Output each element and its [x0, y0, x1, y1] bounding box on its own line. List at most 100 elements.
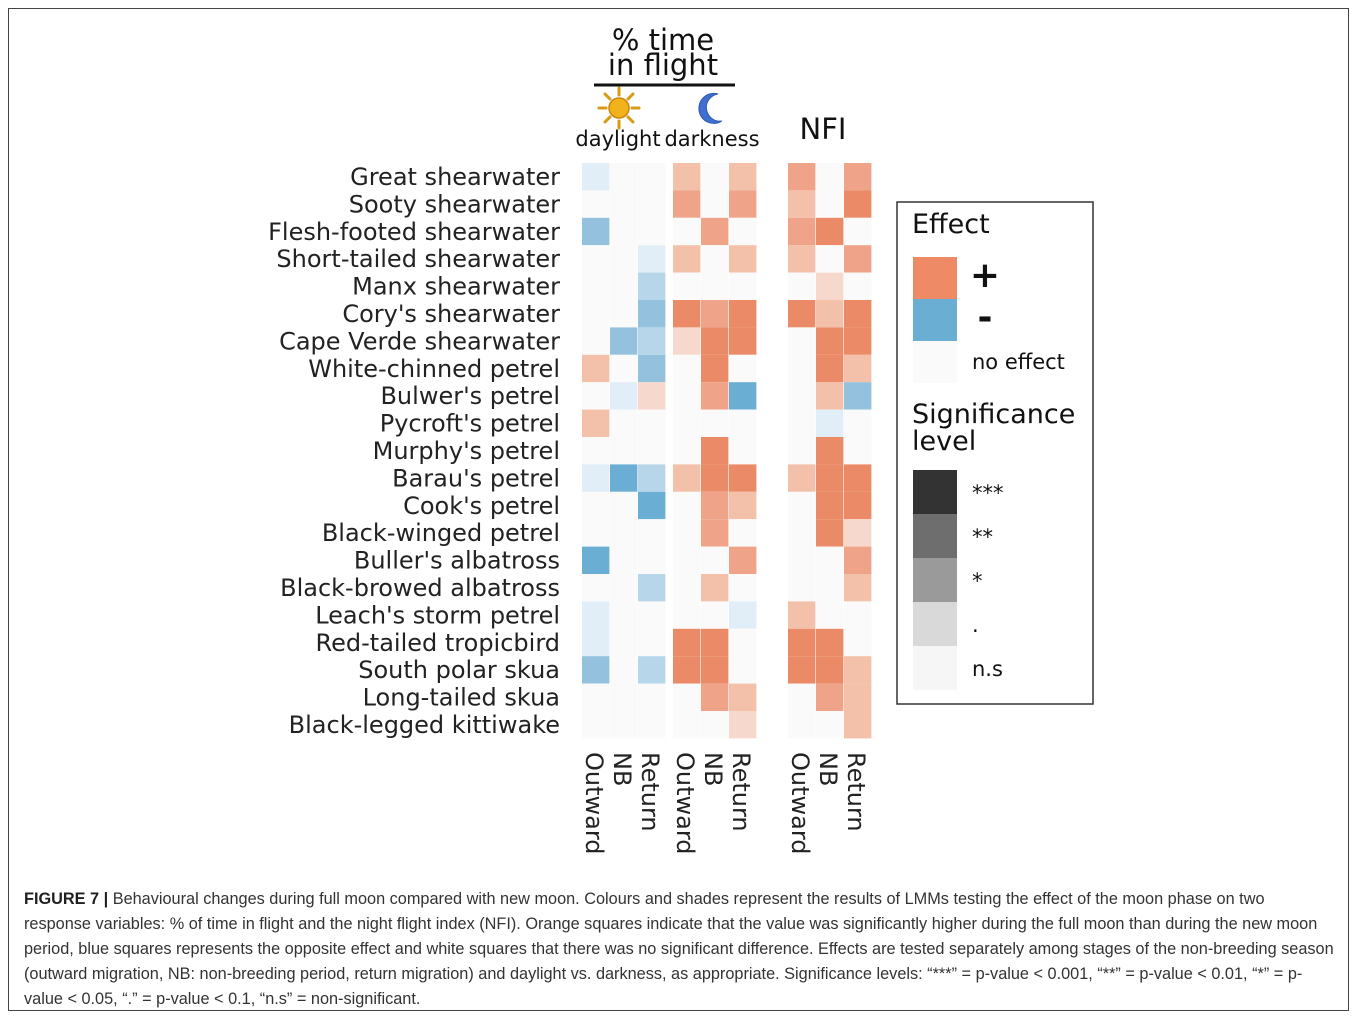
- legend-significance-swatch: [913, 470, 957, 514]
- heatmap-cell: [701, 382, 729, 410]
- legend-significance-swatch: [913, 602, 957, 646]
- heatmap-cell: [673, 217, 701, 246]
- heatmap-cell: [582, 546, 610, 574]
- heatmap-cell: [788, 628, 816, 657]
- heatmap-cell: [788, 217, 816, 246]
- heatmap-cell: [638, 711, 666, 739]
- heatmap-cell: [701, 217, 729, 246]
- row-label: Pycroft's petrel: [380, 410, 560, 438]
- legend-effect-label: no effect: [972, 350, 1065, 374]
- row-label: Sooty shearwater: [349, 190, 560, 218]
- heatmap-cell: [610, 354, 638, 383]
- heatmap-cell: [788, 601, 816, 629]
- heatmap-cell: [673, 437, 701, 465]
- heatmap-cell: [844, 354, 872, 383]
- column-label: Outward: [786, 752, 814, 855]
- heatmap-cell: [638, 656, 666, 684]
- row-label: South polar skua: [358, 656, 560, 684]
- heatmap-cell: [610, 683, 638, 711]
- heatmap-cell: [701, 245, 729, 273]
- legend-effect-swatch: [913, 341, 957, 383]
- heatmap-cell: [729, 327, 757, 355]
- heatmap-cell: [638, 437, 666, 465]
- heatmap-cell: [638, 519, 666, 547]
- heatmap-cell: [729, 190, 757, 218]
- heatmap-cell: [582, 327, 610, 355]
- heatmap-cell: [673, 574, 701, 602]
- row-label: Manx shearwater: [352, 273, 560, 301]
- legend-effect-swatch: [913, 299, 957, 341]
- row-label: Long-tailed skua: [363, 684, 560, 712]
- heatmap-cell: [788, 574, 816, 602]
- heatmap-cell: [788, 272, 816, 300]
- heatmap-cell: [788, 437, 816, 465]
- heatmap-cell: [788, 656, 816, 684]
- heatmap-cell: [582, 437, 610, 465]
- heatmap-cell: [673, 464, 701, 492]
- heatmap-cell: [638, 683, 666, 711]
- heatmap-cell: [701, 711, 729, 739]
- heatmap-cell: [844, 546, 872, 574]
- moon-icon: [698, 92, 723, 124]
- heatmap-cell: [844, 628, 872, 657]
- heatmap-cell: [816, 546, 844, 574]
- heatmap-cell: [816, 628, 844, 657]
- heatmap-cell: [582, 300, 610, 328]
- heatmap-cell: [610, 190, 638, 218]
- heatmap-cell: [816, 300, 844, 328]
- legend-significance-title-line2: level: [912, 426, 976, 457]
- heatmap-cell: [816, 711, 844, 739]
- heatmap-cell: [701, 601, 729, 629]
- heatmap-cell: [788, 354, 816, 383]
- heatmap-cell: [673, 656, 701, 684]
- heatmap-cell: [816, 245, 844, 273]
- heatmap-cell: [816, 354, 844, 383]
- heatmap-cell: [610, 437, 638, 465]
- heatmap-cell: [673, 163, 701, 191]
- column-label: NB: [608, 752, 636, 786]
- heatmap-cell: [816, 601, 844, 629]
- group1-title-line2: in flight: [608, 48, 718, 82]
- heatmap-cell: [638, 272, 666, 300]
- heatmap-cell: [610, 628, 638, 657]
- heatmap-cell: [816, 382, 844, 410]
- heatmap-cell: [610, 711, 638, 739]
- heatmap-cell: [610, 245, 638, 273]
- heatmap-cell: [701, 656, 729, 684]
- heatmap-cell: [638, 354, 666, 383]
- heatmap-cell: [788, 519, 816, 547]
- column-label: NB: [814, 752, 842, 786]
- heatmap-cell: [816, 656, 844, 684]
- heatmap-cell: [701, 354, 729, 383]
- heatmap-cell: [816, 519, 844, 547]
- heatmap-cell: [844, 601, 872, 629]
- heatmap-cell: [673, 382, 701, 410]
- heatmap-cell: [788, 300, 816, 328]
- heatmap-cell: [844, 464, 872, 492]
- heatmap-cell: [582, 464, 610, 492]
- column-label: Return: [727, 752, 755, 832]
- heatmap-cell: [582, 519, 610, 547]
- heatmap-cell: [673, 601, 701, 629]
- heatmap-cell: [788, 546, 816, 574]
- heatmap-cell: [582, 354, 610, 383]
- heatmap-cell: [610, 601, 638, 629]
- heatmap-cell: [788, 409, 816, 437]
- heatmap-cell: [729, 574, 757, 602]
- heatmap-cell: [701, 519, 729, 547]
- row-label: Black-winged petrel: [322, 519, 560, 547]
- row-label: Murphy's petrel: [373, 437, 560, 465]
- heatmap-cell: [844, 711, 872, 739]
- heatmap-cell: [673, 628, 701, 657]
- row-label: Cory's shearwater: [342, 300, 560, 328]
- heatmap-cell: [844, 683, 872, 711]
- heatmap-cell: [729, 683, 757, 711]
- heatmap-cell: [582, 163, 610, 191]
- heatmap-cell: [701, 300, 729, 328]
- heatmap-cell: [816, 327, 844, 355]
- heatmap-cell: [582, 382, 610, 410]
- heatmap-cell: [673, 300, 701, 328]
- legend-significance-swatch: [913, 646, 957, 690]
- heatmap-cell: [673, 409, 701, 437]
- heatmap-cell: [788, 491, 816, 520]
